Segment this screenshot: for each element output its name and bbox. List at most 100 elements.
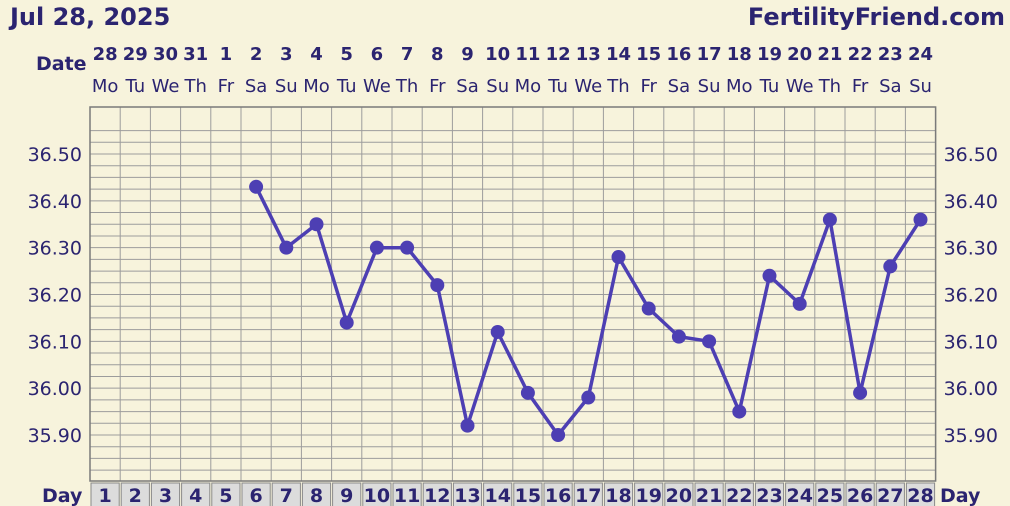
- temperature-point: [551, 428, 566, 442]
- chart-date-title: Jul 28, 2025: [8, 3, 170, 31]
- weekday-label: Su: [275, 76, 298, 97]
- date-label: 20: [787, 44, 812, 65]
- weekday-label: Su: [698, 76, 721, 97]
- weekday-label: Mo: [303, 76, 330, 97]
- date-label: 5: [340, 44, 353, 65]
- temperature-point: [762, 268, 777, 283]
- weekday-label: Mo: [726, 76, 753, 97]
- axis-labels: 36.50 36.50 36.40 36.40 36.30 36.30 36.20 36.20…: [28, 44, 998, 506]
- date-label: 30: [153, 44, 178, 65]
- date-label: 18: [727, 44, 752, 65]
- day-number-label: 12: [424, 485, 450, 506]
- weekday-label: We: [363, 76, 391, 97]
- day-number-label: 5: [219, 485, 232, 506]
- weekday-label: Sa: [668, 76, 690, 97]
- date-label: 14: [606, 44, 631, 65]
- day-number-label: 9: [340, 485, 353, 506]
- y-tick-label-right: 36.30: [944, 238, 998, 260]
- y-tick-label-left: 36.00: [28, 378, 82, 400]
- weekday-label: Sa: [456, 76, 478, 97]
- day-number-label: 3: [159, 485, 172, 506]
- date-label: 17: [697, 44, 722, 65]
- weekday-label: Th: [606, 76, 629, 97]
- y-tick-label-right: 36.40: [944, 191, 998, 213]
- temperature-point: [249, 179, 264, 194]
- plot-grid: [89, 106, 937, 482]
- day-number-label: 28: [907, 485, 933, 506]
- day-number-label: 11: [394, 485, 420, 506]
- day-number-label: 15: [515, 485, 541, 506]
- day-number-label: 14: [484, 485, 510, 506]
- day-number-label: 20: [666, 485, 692, 506]
- day-number-label: 17: [575, 485, 601, 506]
- temperature-point: [611, 250, 626, 265]
- y-tick-label-left: 36.40: [28, 191, 82, 213]
- day-number-label: 23: [756, 485, 782, 506]
- day-cell: [694, 482, 724, 506]
- date-label: 11: [515, 44, 540, 65]
- weekday-label: Mo: [515, 76, 542, 97]
- weekday-label: Fr: [429, 76, 446, 97]
- day-number-label: 6: [249, 485, 262, 506]
- temperature-point: [279, 240, 294, 255]
- date-label: 2: [250, 44, 263, 65]
- day-cell: [90, 482, 120, 506]
- temperature-point: [400, 240, 415, 255]
- y-tick-label-right: 36.10: [944, 331, 998, 353]
- temperature-point: [369, 240, 384, 255]
- y-tick-label-left: 36.20: [28, 285, 82, 307]
- date-label: 8: [431, 44, 444, 65]
- weekday-label: Tu: [759, 76, 780, 97]
- weekday-label: Th: [183, 76, 206, 97]
- day-number-label: 4: [189, 485, 202, 506]
- date-label: 31: [183, 44, 208, 65]
- day-cell: [905, 482, 936, 506]
- temperature-point: [430, 278, 445, 293]
- y-tick-label-left: 36.30: [28, 238, 82, 260]
- date-label: 4: [310, 44, 323, 65]
- weekday-label: We: [152, 76, 180, 97]
- day-cell: [785, 482, 815, 506]
- y-tick-label-right: 36.20: [944, 285, 998, 307]
- temperature-point: [792, 296, 807, 311]
- temperature-point: [641, 301, 656, 316]
- date-label: 24: [908, 44, 933, 65]
- date-label: 13: [576, 44, 601, 65]
- weekday-label: We: [574, 76, 602, 97]
- date-label: 28: [93, 44, 118, 65]
- temperature-point: [490, 324, 505, 339]
- y-tick-label-right: 36.00: [944, 378, 998, 400]
- day-number-label: 24: [786, 485, 812, 506]
- date-label: 22: [848, 44, 873, 65]
- temperature-point: [520, 385, 535, 400]
- date-label: 7: [401, 44, 414, 65]
- date-label: 9: [461, 44, 474, 65]
- plot-border: [89, 106, 937, 482]
- temperature-point: [822, 212, 837, 227]
- day-number-label: 25: [817, 485, 843, 506]
- temperature-point: [671, 329, 686, 344]
- date-label: 15: [636, 44, 661, 65]
- day-number-label: 27: [877, 485, 903, 506]
- day-cell: [543, 482, 573, 506]
- day-row-label-left: Day: [42, 485, 83, 506]
- day-cell: [452, 482, 483, 506]
- day-cell: [241, 482, 271, 506]
- temperature-point: [883, 259, 898, 274]
- date-label: 23: [878, 44, 903, 65]
- day-number-label: 16: [545, 485, 571, 506]
- day-cell: [422, 482, 452, 506]
- day-cell: [120, 482, 150, 506]
- date-label: 1: [220, 44, 233, 65]
- day-cell: [392, 482, 422, 506]
- date-label: 29: [123, 44, 148, 65]
- brand-name: FertilityFriend.com: [748, 3, 1005, 31]
- date-label: 6: [371, 44, 384, 65]
- date-label: 21: [817, 44, 842, 65]
- weekday-label: Fr: [640, 76, 657, 97]
- date-label: 19: [757, 44, 782, 65]
- weekday-label: Tu: [547, 76, 568, 97]
- day-cell: [301, 482, 332, 506]
- weekday-label: Th: [818, 76, 841, 97]
